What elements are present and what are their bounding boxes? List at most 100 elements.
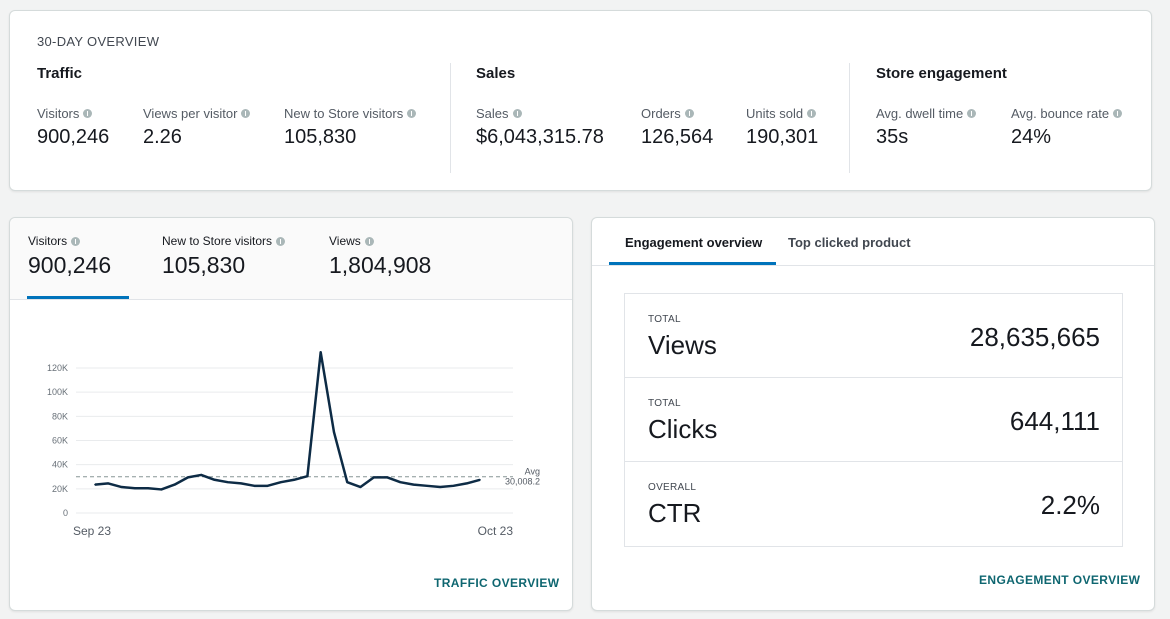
info-icon[interactable] (276, 236, 286, 246)
metric-value: 2.26 (143, 126, 182, 148)
x-tick-label: Oct 23 (478, 524, 514, 538)
tab-visitors[interactable]: Visitors 900,246 (28, 234, 111, 279)
metric-units-sold: Units sold 190,301 (746, 106, 818, 149)
stat-ctr: OVERALL CTR 2.2% (625, 462, 1122, 546)
data-point (280, 481, 282, 483)
info-icon[interactable] (1113, 109, 1123, 118)
data-point (439, 486, 441, 488)
data-point (107, 482, 110, 485)
tab-views[interactable]: Views 1,804,908 (329, 234, 431, 279)
traffic-metric-tabs: Visitors 900,246 New to Store visitors 1… (10, 218, 572, 300)
data-point (240, 482, 242, 485)
y-tick-label: 100K (47, 387, 68, 397)
y-tick-label: 40K (52, 460, 68, 470)
active-tab-indicator (609, 262, 776, 265)
y-tick-label: 120K (47, 363, 68, 373)
metric-label: Sales (476, 106, 509, 121)
stat-caption: TOTAL (648, 314, 681, 325)
overview-card: 30-DAY OVERVIEW Traffic Visitors 900,246… (9, 10, 1152, 191)
metric-label: Avg. dwell time (876, 106, 964, 121)
info-icon[interactable] (512, 109, 522, 118)
stat-name: CTR (648, 498, 702, 528)
metric-label: Orders (641, 106, 681, 121)
info-icon[interactable] (241, 109, 251, 118)
tab-engagement-overview[interactable]: Engagement overview (625, 235, 763, 250)
info-icon[interactable] (407, 109, 417, 118)
data-point (306, 475, 309, 477)
info-icon[interactable] (83, 109, 93, 118)
average-value-label: 30,008.2 (505, 477, 540, 487)
engagement-stats: TOTAL Views 28,635,665 TOTAL Clicks 644,… (624, 293, 1123, 547)
metric-value: 126,564 (641, 126, 714, 148)
store-engagement-heading: Store engagement (876, 65, 1007, 82)
x-tick-label: Sep 23 (73, 524, 111, 538)
tab-top-clicked-product[interactable]: Top clicked product (788, 235, 911, 250)
metric-label: Avg. bounce rate (1011, 106, 1110, 121)
stat-name: Views (648, 330, 717, 360)
stat-value: 2.2% (1040, 490, 1100, 520)
stat-clicks: TOTAL Clicks 644,111 (625, 378, 1122, 462)
y-tick-label: 60K (52, 436, 68, 446)
metric-label: Visitors (37, 106, 80, 121)
engagement-overview-link[interactable]: ENGAGEMENT OVERVIEW (979, 573, 1141, 587)
overview-title: 30-DAY OVERVIEW (37, 34, 160, 49)
metric-value: $6,043,315.78 (476, 126, 604, 148)
engagement-card: Engagement overview Top clicked product … (591, 217, 1155, 611)
stat-caption: TOTAL (648, 398, 681, 409)
data-point (479, 478, 481, 481)
data-point (200, 474, 203, 476)
metric-value: 900,246 (37, 126, 110, 148)
stat-name: Clicks (648, 414, 718, 444)
data-point (253, 485, 256, 487)
y-tick-label: 80K (52, 411, 68, 421)
data-point (293, 478, 295, 481)
data-point (412, 483, 415, 486)
sales-heading: Sales (476, 65, 516, 82)
data-point (333, 431, 335, 433)
metric-new-to-store-visitors: New to Store visitors 105,830 (284, 106, 417, 149)
data-point (134, 487, 136, 490)
info-icon[interactable] (967, 109, 977, 118)
traffic-card: Visitors 900,246 New to Store visitors 1… (9, 217, 573, 611)
traffic-overview-link[interactable]: TRAFFIC OVERVIEW (434, 576, 560, 590)
data-point (147, 487, 149, 490)
section-divider (450, 63, 451, 173)
data-point (319, 351, 322, 354)
data-point (452, 485, 455, 487)
traffic-heading: Traffic (37, 65, 83, 82)
info-icon[interactable] (684, 109, 694, 118)
stat-views: TOTAL Views 28,635,665 (625, 294, 1122, 378)
info-icon[interactable] (807, 109, 817, 118)
tab-value: 900,246 (28, 252, 112, 278)
active-tab-indicator (27, 296, 129, 299)
metric-visitors: Visitors 900,246 (37, 106, 109, 149)
tab-label: Visitors (28, 234, 68, 248)
metric-orders: Orders 126,564 (641, 106, 713, 149)
data-point (120, 486, 123, 488)
data-point (359, 486, 362, 488)
metric-views-per-visitor: Views per visitor 2.26 (143, 106, 251, 149)
metric-value: 105,830 (284, 126, 357, 148)
y-tick-label: 0 (63, 508, 68, 518)
stat-value: 644,111 (1009, 406, 1100, 436)
data-point (465, 482, 468, 485)
metric-label: Views per visitor (143, 106, 238, 121)
metric-value: 35s (876, 126, 909, 148)
average-label: Avg (525, 467, 540, 477)
metric-value: 190,301 (746, 126, 819, 148)
data-point (94, 483, 96, 486)
tab-divider (592, 265, 1154, 266)
tab-new-to-store-visitors[interactable]: New to Store visitors 105,830 (162, 234, 286, 279)
info-icon[interactable] (71, 236, 81, 246)
metric-avg-bounce-rate: Avg. bounce rate 24% (1011, 106, 1123, 149)
tab-label: Views (329, 234, 361, 248)
data-point (187, 476, 189, 479)
data-point (213, 478, 216, 481)
metric-avg-dwell-time: Avg. dwell time 35s (876, 106, 977, 149)
info-icon[interactable] (364, 236, 374, 246)
data-point (399, 481, 402, 483)
y-tick-label: 20K (52, 484, 68, 494)
metric-label: New to Store visitors (284, 106, 404, 121)
data-point (426, 485, 428, 487)
